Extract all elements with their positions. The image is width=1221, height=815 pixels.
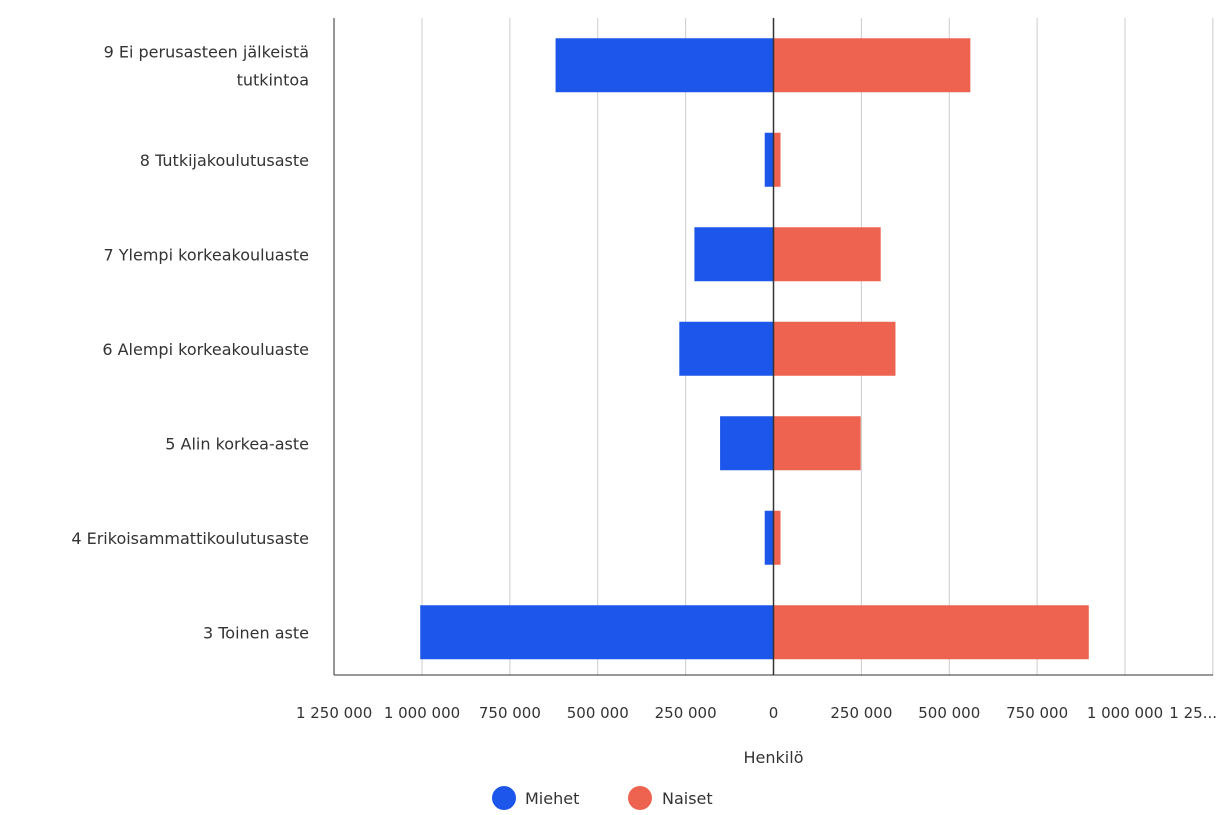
- bar-miehet: [720, 416, 774, 471]
- category-label: 3 Toinen aste: [203, 623, 309, 642]
- bar-miehet: [555, 38, 774, 93]
- x-tick-label: 1 250 000: [296, 704, 372, 722]
- category-label: 5 Alin korkea-aste: [165, 434, 309, 453]
- x-tick-label: 750 000: [1006, 704, 1068, 722]
- x-tick-label: 0: [769, 704, 779, 722]
- legend-label-miehet: Miehet: [525, 789, 579, 808]
- legend-marker-naiset: [628, 786, 652, 810]
- x-tick-label: 1 000 000: [384, 704, 460, 722]
- category-label: 8 Tutkijakoulutusaste: [140, 151, 309, 170]
- bar-miehet: [764, 132, 774, 187]
- x-tick-label: 500 000: [918, 704, 980, 722]
- bar-naiset: [773, 605, 1089, 660]
- bar-naiset: [773, 416, 861, 471]
- bar-miehet: [420, 605, 774, 660]
- bar-naiset: [773, 227, 881, 282]
- x-axis-title: Henkilö: [744, 748, 804, 767]
- bar-miehet: [764, 510, 774, 565]
- x-tick-label: 250 000: [830, 704, 892, 722]
- category-label: 6 Alempi korkeakouluaste: [102, 340, 309, 359]
- x-tick-label: 750 000: [479, 704, 541, 722]
- bar-miehet: [679, 321, 774, 376]
- legend-marker-miehet: [492, 786, 516, 810]
- category-label: 7 Ylempi korkeakouluaste: [104, 245, 309, 264]
- category-label: 4 Erikoisammattikoulutusaste: [71, 529, 309, 548]
- x-tick-label: 250 000: [655, 704, 717, 722]
- legend-label-naiset: Naiset: [662, 789, 713, 808]
- bar-naiset: [773, 510, 781, 565]
- bar-naiset: [773, 38, 971, 93]
- bar-miehet: [694, 227, 774, 282]
- category-label: 9 Ei perusasteen jälkeistä: [104, 42, 309, 61]
- bar-naiset: [773, 321, 896, 376]
- bar-naiset: [773, 132, 781, 187]
- x-tick-label: 1 000 000: [1087, 704, 1163, 722]
- x-tick-label: 500 000: [567, 704, 629, 722]
- category-label: tutkintoa: [237, 70, 309, 89]
- x-tick-label: 1 25...: [1169, 704, 1217, 722]
